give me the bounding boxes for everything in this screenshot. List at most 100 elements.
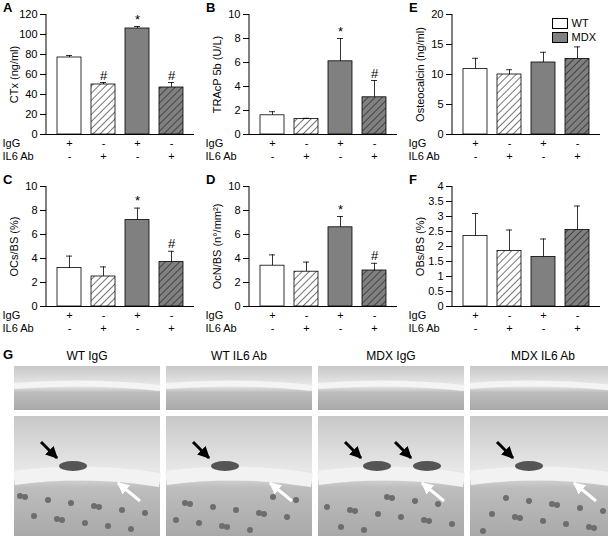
svg-text:-: - (542, 322, 546, 334)
svg-text:-: - (170, 137, 174, 149)
svg-text:-: - (339, 150, 343, 162)
svg-text:IgG: IgG (3, 137, 21, 149)
svg-text:*: * (338, 24, 343, 39)
svg-text:IgG: IgG (206, 137, 224, 149)
svg-text:-: - (373, 309, 377, 321)
svg-text:8: 8 (234, 204, 240, 216)
svg-text:TRAcP 5b (U/L): TRAcP 5b (U/L) (211, 36, 223, 113)
svg-text:4: 4 (437, 180, 443, 192)
svg-text:-: - (474, 150, 478, 162)
svg-text:0: 0 (31, 128, 37, 140)
svg-text:IL6 Ab: IL6 Ab (409, 150, 440, 162)
svg-text:+: + (574, 322, 580, 334)
svg-text:-: - (136, 322, 140, 334)
svg-text:IgG: IgG (206, 309, 224, 321)
svg-text:-: - (474, 322, 478, 334)
svg-text:6: 6 (234, 228, 240, 240)
svg-text:+: + (100, 150, 106, 162)
svg-text:IL6 Ab: IL6 Ab (206, 150, 237, 162)
svg-text:+: + (168, 150, 174, 162)
svg-text:+: + (134, 137, 140, 149)
svg-text:10: 10 (431, 68, 443, 80)
svg-text:4: 4 (31, 252, 37, 264)
svg-text:8: 8 (234, 32, 240, 44)
svg-text:IgG: IgG (3, 309, 21, 321)
svg-text:G: G (3, 347, 13, 362)
svg-text:+: + (472, 309, 478, 321)
svg-text:OCs/BS (%): OCs/BS (%) (8, 217, 20, 277)
svg-text:-: - (271, 322, 275, 334)
svg-text:0: 0 (31, 300, 37, 312)
svg-text:+: + (100, 322, 106, 334)
svg-text:-: - (339, 322, 343, 334)
svg-text:120: 120 (19, 8, 37, 20)
svg-text:IgG: IgG (409, 137, 427, 149)
svg-text:#: # (371, 248, 379, 263)
svg-text:1: 1 (437, 270, 443, 282)
svg-text:40: 40 (25, 88, 37, 100)
svg-text:-: - (576, 137, 580, 149)
svg-text:MDX IL6 Ab: MDX IL6 Ab (511, 349, 575, 363)
svg-text:2: 2 (437, 240, 443, 252)
svg-text:+: + (337, 309, 343, 321)
svg-text:-: - (68, 150, 72, 162)
svg-text:2: 2 (234, 276, 240, 288)
svg-text:5: 5 (437, 98, 443, 110)
svg-text:80: 80 (25, 48, 37, 60)
svg-text:+: + (303, 322, 309, 334)
svg-text:IL6 Ab: IL6 Ab (3, 150, 34, 162)
svg-text:#: # (100, 68, 108, 83)
svg-text:*: * (338, 202, 343, 217)
svg-text:IL6 Ab: IL6 Ab (206, 322, 237, 334)
svg-text:3: 3 (437, 210, 443, 222)
svg-text:0: 0 (234, 300, 240, 312)
svg-text:+: + (506, 322, 512, 334)
svg-text:+: + (337, 137, 343, 149)
svg-text:-: - (170, 309, 174, 321)
svg-text:20: 20 (431, 8, 443, 20)
svg-text:+: + (371, 322, 377, 334)
svg-text:2: 2 (234, 104, 240, 116)
svg-text:+: + (303, 150, 309, 162)
svg-text:WT IgG: WT IgG (66, 349, 107, 363)
svg-text:-: - (305, 309, 309, 321)
svg-text:-: - (508, 137, 512, 149)
svg-text:-: - (373, 137, 377, 149)
svg-text:+: + (371, 150, 377, 162)
svg-text:+: + (269, 309, 275, 321)
svg-text:-: - (102, 137, 106, 149)
svg-text:-: - (576, 309, 580, 321)
svg-text:#: # (371, 66, 379, 81)
svg-text:0: 0 (437, 128, 443, 140)
svg-text:6: 6 (234, 56, 240, 68)
svg-text:-: - (68, 322, 72, 334)
svg-text:4: 4 (234, 80, 240, 92)
svg-text:-: - (542, 150, 546, 162)
svg-text:-: - (136, 150, 140, 162)
svg-text:-: - (305, 137, 309, 149)
svg-text:2: 2 (31, 276, 37, 288)
svg-text:100: 100 (19, 28, 37, 40)
svg-text:+: + (540, 309, 546, 321)
svg-text:2.5: 2.5 (428, 225, 443, 237)
svg-text:#: # (168, 68, 176, 83)
svg-text:10: 10 (228, 8, 240, 20)
svg-text:+: + (66, 137, 72, 149)
svg-text:+: + (168, 322, 174, 334)
svg-text:+: + (134, 309, 140, 321)
svg-text:IL6 Ab: IL6 Ab (409, 322, 440, 334)
svg-text:#: # (168, 236, 176, 251)
svg-text:-: - (271, 150, 275, 162)
svg-text:6: 6 (31, 228, 37, 240)
svg-text:IL6 Ab: IL6 Ab (3, 322, 34, 334)
svg-text:OcN/BS (n°/mm²): OcN/BS (n°/mm²) (211, 204, 223, 290)
svg-text:WT IL6 Ab: WT IL6 Ab (211, 349, 267, 363)
svg-text:*: * (135, 12, 140, 27)
svg-text:+: + (472, 137, 478, 149)
svg-text:4: 4 (234, 252, 240, 264)
svg-text:+: + (506, 150, 512, 162)
svg-text:+: + (66, 309, 72, 321)
svg-text:Osteocalcin (ng/ml): Osteocalcin (ng/ml) (414, 27, 426, 122)
svg-text:-: - (508, 309, 512, 321)
svg-text:MDX IgG: MDX IgG (366, 349, 415, 363)
